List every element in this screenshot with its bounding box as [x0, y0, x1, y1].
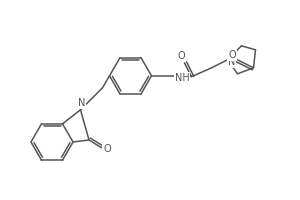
Text: O: O [178, 51, 185, 61]
Text: N: N [78, 98, 85, 108]
Text: NH: NH [175, 73, 189, 83]
Text: O: O [103, 144, 111, 154]
Text: O: O [229, 50, 236, 60]
Text: N: N [228, 57, 235, 67]
